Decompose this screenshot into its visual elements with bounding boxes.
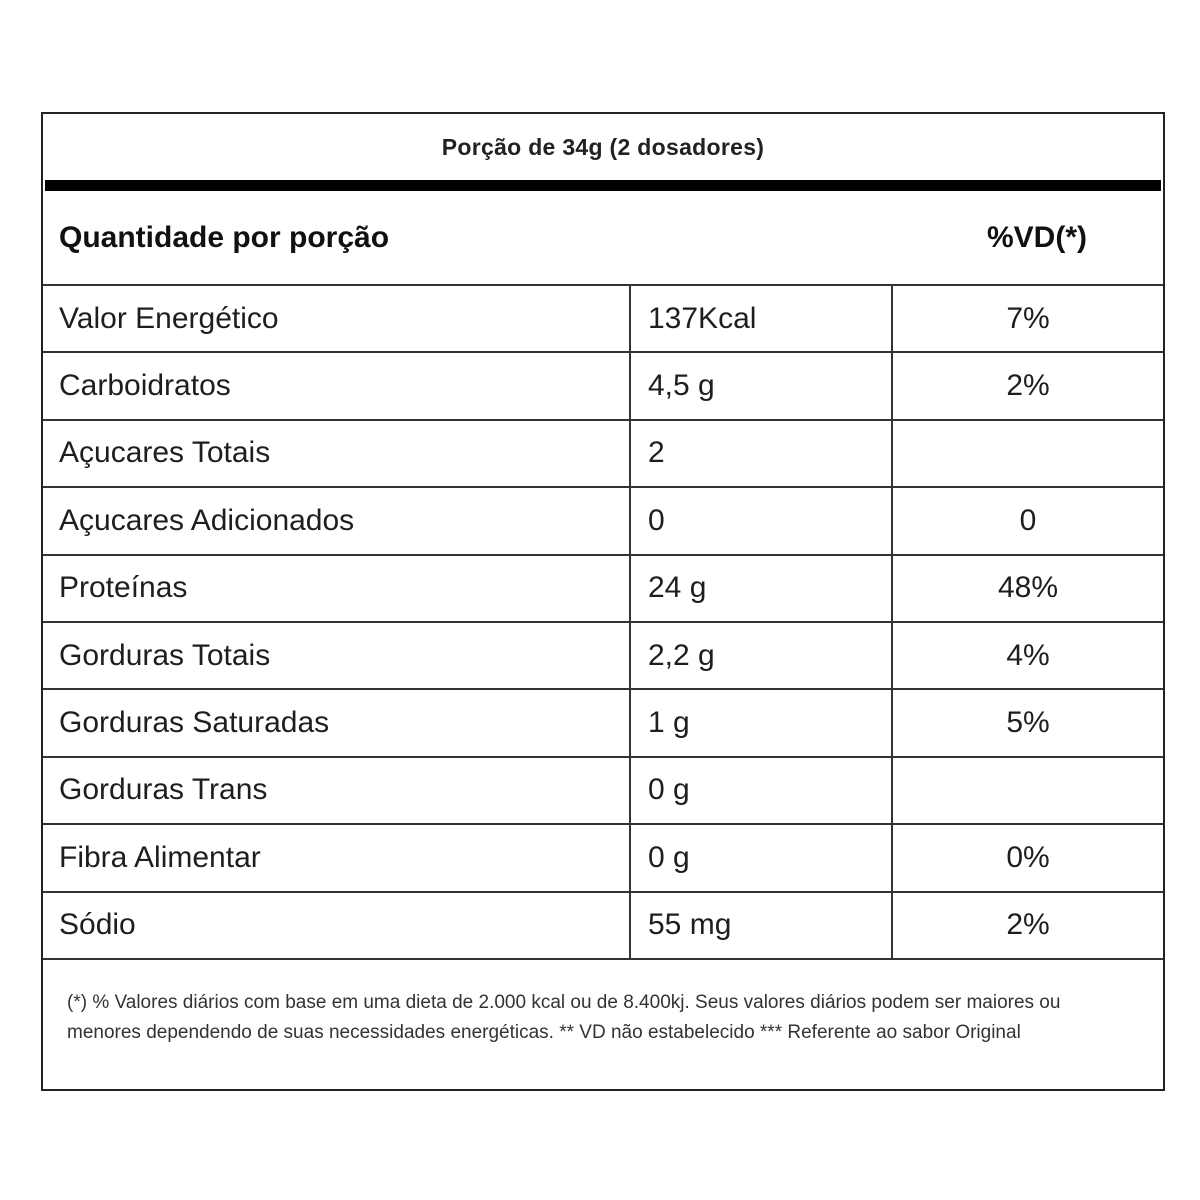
nutrient-amount: 2,2 g <box>631 622 893 689</box>
serving-size-title: Porção de 34g (2 dosadores) <box>441 133 765 160</box>
table-row: Gorduras Totais 2,2 g 4% <box>43 622 1163 691</box>
nutrient-daily-value: 0% <box>1006 840 1050 874</box>
nutrient-amount: 55 mg <box>631 892 893 958</box>
nutrient-amount: 1 g <box>631 690 893 756</box>
table-row: Sódio 55 mg 2% <box>43 892 1163 960</box>
nutrient-amount: 137Kcal <box>631 286 893 352</box>
nutrient-rows: Valor Energético 137Kcal 7% Carboidratos 4,5… <box>43 286 1163 960</box>
table-row: Gorduras Saturadas 1 g 5% <box>43 690 1163 758</box>
nutrient-amount: 24 g <box>631 555 893 621</box>
nutrient-name: Carboidratos <box>43 353 631 419</box>
table-row: Açucares Totais 2 <box>43 420 1163 489</box>
table-header: Quantidade por porção %VD(*) <box>43 191 1163 286</box>
nutrient-daily-value <box>893 758 1163 823</box>
nutrient-name: Gorduras Saturadas <box>43 690 631 756</box>
footnote: (*) % Valores diários com base em uma di… <box>67 991 1061 1043</box>
nutrient-amount: 0 g <box>631 757 893 824</box>
nutrient-name: Açucares Adicionados <box>43 488 631 554</box>
nutrient-name: Gorduras Trans <box>43 757 631 824</box>
nutrient-name: Fibra Alimentar <box>43 825 631 891</box>
nutrient-daily-value: 0 <box>1019 503 1037 537</box>
nutrient-name: Açucares Totais <box>43 420 631 487</box>
table-row: Valor Energético 137Kcal 7% <box>43 286 1163 354</box>
nutrient-name: Sódio <box>43 892 631 958</box>
table-row: Fibra Alimentar 0 g 0% <box>43 825 1163 893</box>
table-row: Carboidratos 4,5 g 2% <box>43 353 1163 421</box>
table-row: Gorduras Trans 0 g <box>43 757 1163 826</box>
nutrient-daily-value: 2% <box>1006 908 1050 942</box>
table-row: Açucares Adicionados 0 0 <box>43 488 1163 556</box>
nutrient-name: Gorduras Totais <box>43 622 631 689</box>
nutrient-amount: 4,5 g <box>631 353 893 419</box>
nutrient-daily-value <box>893 421 1163 486</box>
nutrient-daily-value: 48% <box>997 571 1059 605</box>
nutrient-daily-value: 5% <box>1006 706 1050 740</box>
nutrient-amount: 0 <box>631 488 893 554</box>
nutrient-name: Proteínas <box>43 555 631 621</box>
nutrition-facts-table: Porção de 34g (2 dosadores) Quantidade p… <box>41 112 1165 1091</box>
nutrient-daily-value: 4% <box>1006 638 1050 672</box>
header-divider-bar <box>45 180 1161 191</box>
table-row: Proteínas 24 g 48% <box>43 555 1163 623</box>
nutrient-name: Valor Energético <box>43 286 631 352</box>
daily-value-label: %VD(*) <box>986 220 1087 254</box>
nutrient-amount: 2 <box>631 420 893 487</box>
nutrient-amount: 0 g <box>631 825 893 891</box>
nutrient-daily-value: 7% <box>1006 301 1050 335</box>
quantity-per-serving-label: Quantidade por porção <box>59 220 390 254</box>
nutrient-daily-value: 2% <box>1006 369 1050 403</box>
